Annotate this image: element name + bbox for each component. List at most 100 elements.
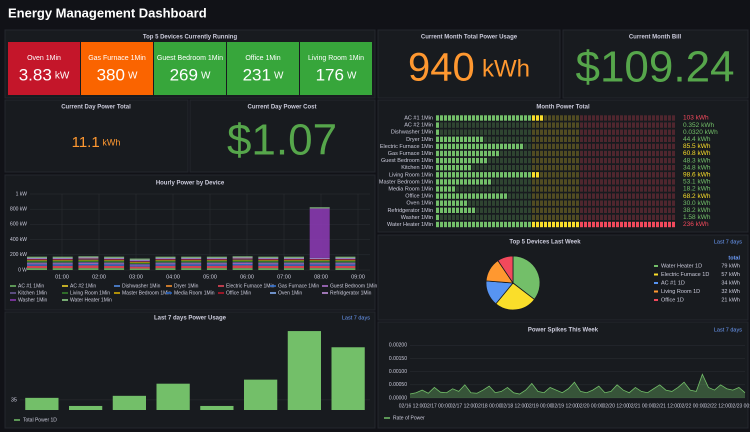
gauge-cell bbox=[480, 165, 483, 171]
gauge-cell bbox=[592, 179, 595, 185]
gauge-cell bbox=[544, 214, 547, 221]
bar-segment bbox=[335, 260, 356, 261]
legend-swatch bbox=[218, 292, 224, 294]
gauge-cell bbox=[452, 214, 455, 221]
stat-value: 940 bbox=[408, 46, 475, 90]
gauge-cell bbox=[492, 186, 495, 192]
gauge-cell bbox=[484, 136, 487, 142]
gauge-cell bbox=[572, 165, 575, 171]
gauge bbox=[436, 115, 675, 121]
gauge-cell bbox=[616, 172, 619, 178]
time-link[interactable]: Last 7 days bbox=[342, 315, 370, 321]
stat-unit: W bbox=[347, 71, 357, 82]
x-tick-label: 02/22 00:00 bbox=[679, 403, 706, 409]
legend-label: AC #1 1Min bbox=[18, 283, 44, 289]
gauge-cell bbox=[616, 200, 619, 206]
gauge-cell bbox=[652, 150, 655, 157]
gauge-cell bbox=[540, 165, 543, 171]
gauge-cell bbox=[456, 143, 459, 150]
gauge-cell bbox=[636, 150, 639, 157]
gauge-cell bbox=[456, 186, 459, 192]
bar-segment bbox=[181, 263, 202, 265]
row-value: 0.352 kWh bbox=[683, 122, 714, 129]
gauge-cell bbox=[484, 214, 487, 221]
bar-segment bbox=[258, 256, 279, 258]
row-value: 53.1 kWh bbox=[683, 179, 711, 186]
gauge-cell bbox=[492, 129, 495, 135]
gauge-cell bbox=[476, 129, 479, 135]
gauge-cell bbox=[528, 193, 531, 199]
device-name: Office 1Min bbox=[245, 55, 280, 62]
legend-swatch bbox=[10, 285, 16, 287]
row-value: 44.4 kWh bbox=[683, 136, 711, 143]
row-value: 30.0 kWh bbox=[683, 200, 711, 207]
legend-value: 57 kWh bbox=[721, 272, 740, 278]
gauge-cell bbox=[652, 143, 655, 150]
row-value: 34.8 kWh bbox=[683, 164, 711, 171]
gauge-cell bbox=[552, 157, 555, 164]
gauge-cell bbox=[548, 157, 551, 164]
gauge-cell bbox=[620, 221, 623, 228]
gauge-cell bbox=[632, 214, 635, 221]
gauge-cell bbox=[592, 129, 595, 135]
x-tick-label: 02/16 12:00 bbox=[399, 403, 426, 409]
gauge-cell bbox=[512, 136, 515, 142]
bar-segment bbox=[52, 258, 73, 260]
row-value: 68.2 kWh bbox=[683, 193, 711, 200]
gauge-cell bbox=[444, 129, 447, 135]
gauge-cell bbox=[560, 115, 563, 121]
gauge-cell bbox=[560, 136, 563, 142]
gauge-cell bbox=[576, 150, 579, 157]
gauge-cell bbox=[528, 157, 531, 164]
panel-title: Current Day Power Total bbox=[61, 105, 131, 111]
gauge-cell bbox=[516, 136, 519, 142]
gauge-cell bbox=[524, 129, 527, 135]
gauge-cell bbox=[608, 186, 611, 192]
gauge-cell bbox=[552, 214, 555, 221]
gauge-cell bbox=[544, 150, 547, 157]
gauge-cell bbox=[452, 143, 455, 150]
row-name: AC #2 1Min bbox=[404, 123, 433, 129]
gauge-cell bbox=[484, 207, 487, 213]
gauge-cell bbox=[560, 179, 563, 185]
gauge-cell bbox=[664, 129, 667, 135]
gauge-cell bbox=[604, 172, 607, 178]
gauge bbox=[436, 221, 675, 228]
bar-segment bbox=[335, 264, 356, 266]
gauge-cell bbox=[528, 221, 531, 228]
gauge-cell bbox=[556, 143, 559, 150]
gauge-cell bbox=[520, 150, 523, 157]
bar-segment bbox=[104, 258, 125, 260]
gauge-cell bbox=[472, 129, 475, 135]
x-tick-label: 02/19 12:00 bbox=[552, 403, 579, 409]
bar-segment bbox=[309, 257, 330, 259]
bar-segment bbox=[181, 256, 202, 258]
legend-label: Rate of Power bbox=[393, 415, 425, 421]
gauge-cell bbox=[644, 165, 647, 171]
gauge-cell bbox=[660, 143, 663, 150]
legend-swatch bbox=[654, 290, 658, 293]
panel-title: Hourly Power by Device bbox=[156, 181, 225, 187]
gauge-cell bbox=[600, 221, 603, 228]
time-link[interactable]: Last 7 days bbox=[714, 239, 742, 245]
gauge-cell bbox=[528, 150, 531, 157]
gauge-cell bbox=[508, 143, 511, 150]
gauge-cell bbox=[544, 179, 547, 185]
bar-segment bbox=[206, 258, 227, 260]
dashboard-title: Energy Management Dashboard bbox=[8, 5, 207, 20]
stat-value: 11.1 bbox=[72, 134, 100, 151]
gauge-cell bbox=[584, 165, 587, 171]
gauge-cell bbox=[496, 136, 499, 142]
gauge-cell bbox=[660, 122, 663, 128]
legend-label: Master Bedroom 1Min bbox=[122, 290, 171, 296]
time-link[interactable]: Last 7 days bbox=[714, 327, 742, 333]
gauge-cell bbox=[436, 207, 439, 213]
gauge-cell bbox=[584, 200, 587, 206]
gauge-cell bbox=[504, 179, 507, 185]
gauge-cell bbox=[672, 179, 675, 185]
gauge-cell bbox=[580, 150, 583, 157]
gauge-cell bbox=[608, 179, 611, 185]
bar-segment bbox=[232, 262, 253, 263]
gauge-cell bbox=[604, 214, 607, 221]
gauge-cell bbox=[488, 179, 491, 185]
